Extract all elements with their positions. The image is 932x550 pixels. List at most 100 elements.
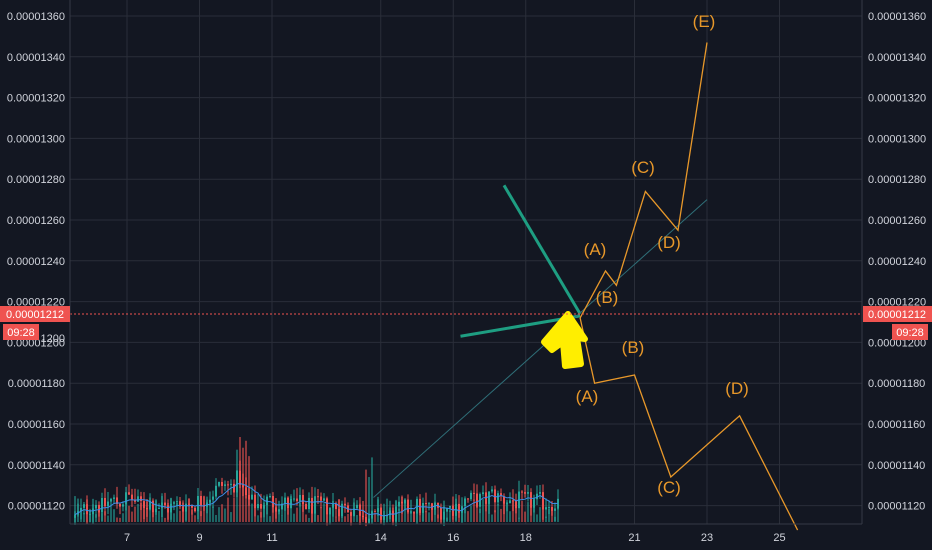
candle-body xyxy=(131,494,133,500)
pointer-arrow-body xyxy=(541,311,588,369)
candle-body xyxy=(311,497,313,514)
volume-bar xyxy=(344,516,346,522)
volume-bar xyxy=(116,517,118,522)
candle-body xyxy=(179,501,181,507)
volume-bar xyxy=(539,507,541,522)
candle-body xyxy=(227,484,229,486)
candle-body xyxy=(266,496,268,506)
axes: 0.00001360 0.00001360 0.00001340 0.00001340… xyxy=(7,11,926,544)
volume-bar xyxy=(428,512,430,522)
volume-bar xyxy=(497,504,499,522)
candle-body xyxy=(410,511,412,513)
candle-body xyxy=(446,507,448,512)
x-tick-label: 21 xyxy=(628,532,640,544)
y-tick-label-left: 0.00001140 xyxy=(8,460,65,472)
y-tick-label-right: 0.00001120 xyxy=(868,501,925,513)
yellow-arrow xyxy=(541,311,588,369)
volume-bar xyxy=(398,508,400,522)
ma-line xyxy=(74,483,559,517)
volume-bar xyxy=(482,499,484,522)
volume-bar xyxy=(224,508,226,522)
price-tag-left xyxy=(0,306,70,322)
price-tag-right-label: 0.00001212 xyxy=(868,309,926,321)
candle-body xyxy=(527,492,529,494)
candle-body xyxy=(317,496,319,498)
candle-body xyxy=(260,504,262,509)
candle-body xyxy=(191,504,193,508)
wave-label-bearish: (C) xyxy=(657,478,681,497)
volume-bar xyxy=(215,515,217,522)
triangle-upper-line[interactable] xyxy=(502,184,582,315)
candle-body xyxy=(422,503,424,513)
support-trend-line[interactable] xyxy=(373,199,708,498)
y-tick-label-left: 0.00001180 xyxy=(8,378,65,390)
y-tick-label-right: 0.00001240 xyxy=(868,256,926,268)
candle-body xyxy=(362,515,364,517)
candle-body xyxy=(431,503,433,510)
volume-bar xyxy=(257,515,259,522)
volume-bar xyxy=(269,516,271,522)
candle-body xyxy=(182,506,184,512)
wave-projections[interactable]: (A) (B) (C) (D) (E) (A) (B) (C) (D) xyxy=(576,12,799,531)
candle-body xyxy=(539,492,541,494)
candle-body xyxy=(116,497,118,504)
volume-bar xyxy=(137,503,139,522)
volume-bar xyxy=(290,496,292,522)
volume-bar xyxy=(194,515,196,522)
candle-body xyxy=(254,494,256,509)
volume-bar xyxy=(131,511,133,522)
candle-body xyxy=(536,493,538,500)
volume-bar xyxy=(548,508,550,522)
candle-body xyxy=(509,500,511,504)
candle-body xyxy=(530,492,532,508)
volume-bar xyxy=(251,503,253,522)
candle-body xyxy=(467,498,469,500)
volume-bar xyxy=(470,505,472,522)
bullish-wave-path[interactable] xyxy=(579,42,708,319)
candle-body xyxy=(452,505,454,516)
volume-bar xyxy=(227,497,229,522)
candle-body xyxy=(356,504,358,509)
candle-body xyxy=(272,495,274,508)
candle-body xyxy=(146,507,148,510)
volume-bar xyxy=(515,507,517,522)
volume-bar xyxy=(449,510,451,522)
candle-body xyxy=(521,491,523,493)
volume-bar xyxy=(119,517,121,522)
candle-body xyxy=(218,481,220,486)
candle-body xyxy=(506,503,508,505)
wave-label-bullish: (B) xyxy=(596,288,619,307)
volume-bar xyxy=(527,502,529,522)
candle-body xyxy=(404,499,406,504)
y-tick-label-right: 0.00001200 xyxy=(868,337,926,349)
volume-bar xyxy=(419,509,421,522)
candle-body xyxy=(155,508,157,513)
candle-body xyxy=(251,494,253,500)
volume-bar xyxy=(557,503,559,522)
volume-bar xyxy=(104,511,106,522)
y-tick-label-right: 0.00001180 xyxy=(868,378,925,390)
x-tick-label: 14 xyxy=(375,532,387,544)
candle-body xyxy=(158,508,160,510)
moving-average xyxy=(74,483,559,517)
candle-body xyxy=(353,508,355,516)
countdown-tag-right xyxy=(892,324,928,340)
y-tick-label-left: 0.00001120 xyxy=(8,501,65,513)
bearish-wave-path[interactable] xyxy=(579,317,799,531)
candle-body xyxy=(458,503,460,513)
candle-body xyxy=(236,470,238,493)
candle-body xyxy=(344,503,346,506)
y-tick-label-left: 0.00001340 xyxy=(7,52,65,64)
volume-bar xyxy=(323,503,325,522)
y-tick-label-left: 0.00001160 xyxy=(8,419,65,431)
volume-bar xyxy=(140,502,142,522)
candle-body xyxy=(305,503,307,510)
candle-body xyxy=(491,489,493,492)
volume-bar xyxy=(173,513,175,522)
volume-bar xyxy=(176,502,178,522)
candle-body xyxy=(176,501,178,503)
volume-bar xyxy=(494,510,496,522)
candle-body xyxy=(230,483,232,485)
